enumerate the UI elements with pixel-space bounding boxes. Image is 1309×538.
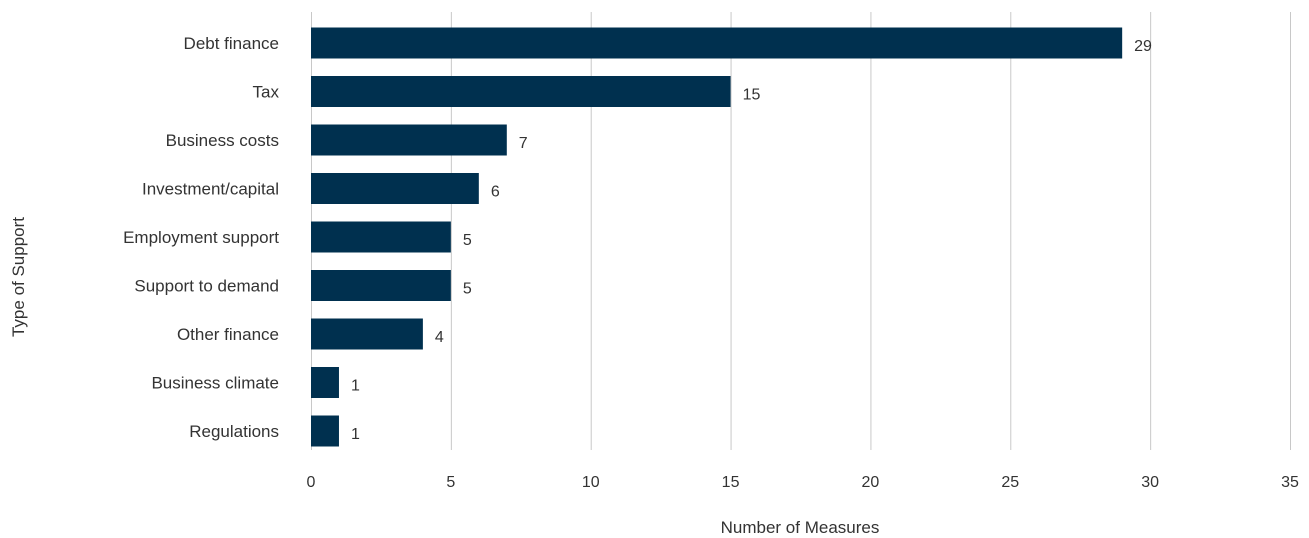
- data-label: 5: [463, 281, 472, 298]
- x-tick-label: 15: [722, 474, 740, 491]
- category-label: Other finance: [177, 325, 279, 344]
- bar-investment-capital: [311, 173, 479, 204]
- bar-regulations: [311, 415, 339, 447]
- x-axis-title: Number of Measures: [721, 518, 880, 537]
- bar-business-costs: [311, 124, 507, 156]
- bar-support-to-demand: [311, 270, 451, 301]
- category-label: Investment/capital: [142, 180, 279, 199]
- data-label: 29: [1134, 38, 1152, 55]
- category-labels: Debt finance Tax Business costs Investment/…: [123, 34, 279, 441]
- category-label: Support to demand: [134, 277, 279, 296]
- x-tick-label: 30: [1141, 474, 1159, 491]
- data-label: 1: [351, 426, 360, 443]
- y-axis-title: Type of Support: [9, 217, 28, 337]
- bar-employment-support: [311, 221, 451, 253]
- bar-other-finance: [311, 318, 423, 350]
- bar-tax: [311, 76, 731, 107]
- data-label: 7: [519, 135, 528, 152]
- category-label: Business costs: [166, 131, 279, 150]
- category-label: Regulations: [189, 422, 279, 441]
- x-tick-label: 10: [582, 474, 600, 491]
- bar-debt-finance: [311, 27, 1123, 59]
- x-tick-label: 35: [1281, 474, 1299, 491]
- x-tick-labels: 0 5 10 15 20 25 30 35: [307, 474, 1299, 491]
- data-labels: 29 15 7 6 5 5 4 1 1: [351, 38, 1152, 443]
- category-label: Tax: [253, 83, 280, 102]
- category-label: Debt finance: [184, 34, 279, 53]
- data-label: 5: [463, 232, 472, 249]
- bars: [311, 27, 1123, 447]
- data-label: 6: [491, 184, 500, 201]
- data-label: 1: [351, 378, 360, 395]
- x-tick-label: 20: [862, 474, 880, 491]
- data-label: 15: [743, 87, 761, 104]
- category-label: Business climate: [151, 374, 279, 393]
- bar-business-climate: [311, 367, 339, 398]
- category-label: Employment support: [123, 228, 279, 247]
- x-tick-label: 25: [1001, 474, 1019, 491]
- x-tick-label: 5: [446, 474, 455, 491]
- x-tick-label: 0: [307, 474, 316, 491]
- data-label: 4: [435, 329, 444, 346]
